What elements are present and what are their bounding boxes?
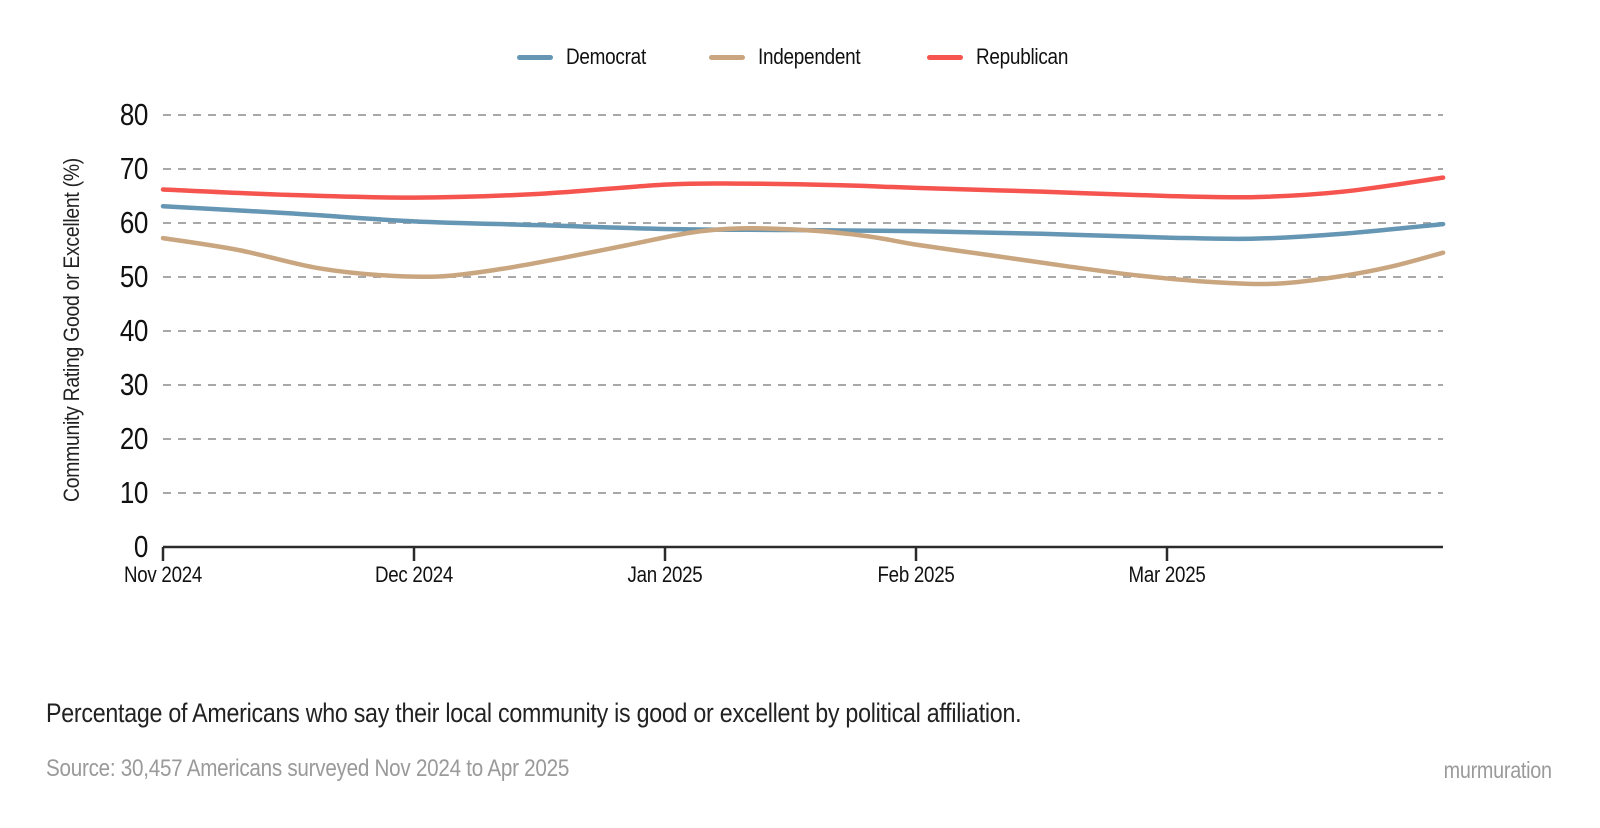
y-tick-label-30: 30	[119, 367, 149, 402]
legend-item-democrat: Democrat	[516, 44, 659, 70]
source-note: Source: 30,457 Americans surveyed Nov 20…	[46, 755, 654, 783]
independent-line	[160, 226, 1446, 287]
y-tick-label-10: 10	[119, 475, 149, 510]
brand-logo-text: murmuration	[1426, 757, 1552, 784]
legend-label-democrat: Democrat	[565, 44, 646, 69]
x-tick-label-2: Jan 2025	[627, 562, 703, 587]
x-tick-label-0: Nov 2024	[123, 562, 203, 587]
legend-label-independent: Independent	[757, 44, 861, 69]
legend-swatch-independent	[708, 54, 745, 60]
y-tick-label-60: 60	[119, 205, 149, 240]
legend-swatch-democrat	[516, 54, 553, 60]
y-tick-label-20: 20	[119, 421, 149, 456]
y-tick-label-50: 50	[119, 259, 149, 294]
line-chart-canvas	[160, 114, 1446, 561]
source-text: Source: 30,457 Americans surveyed Nov 20…	[46, 755, 570, 782]
legend-label-republican: Republican	[975, 44, 1069, 69]
y-tick-label-80: 80	[119, 97, 149, 132]
legend-item-republican: Republican	[926, 44, 1083, 70]
caption-text: Percentage of Americans who say their lo…	[46, 698, 1022, 728]
legend-swatch-republican	[926, 54, 963, 60]
y-tick-label-70: 70	[119, 151, 149, 186]
x-tick-label-4: Mar 2025	[1128, 562, 1206, 587]
republican-line	[160, 175, 1446, 200]
y-tick-label-40: 40	[119, 313, 149, 348]
legend-item-independent: Independent	[708, 44, 877, 70]
democrat-line	[160, 204, 1446, 242]
x-tick-label-1: Dec 2024	[374, 562, 454, 587]
x-tick-label-3: Feb 2025	[877, 562, 955, 587]
y-tick-label-0: 0	[133, 529, 148, 564]
brand-text: murmuration	[1443, 757, 1552, 783]
chart-caption: Percentage of Americans who say their lo…	[46, 698, 1180, 729]
chart-legend: Democrat Independent Republican	[0, 44, 1600, 70]
